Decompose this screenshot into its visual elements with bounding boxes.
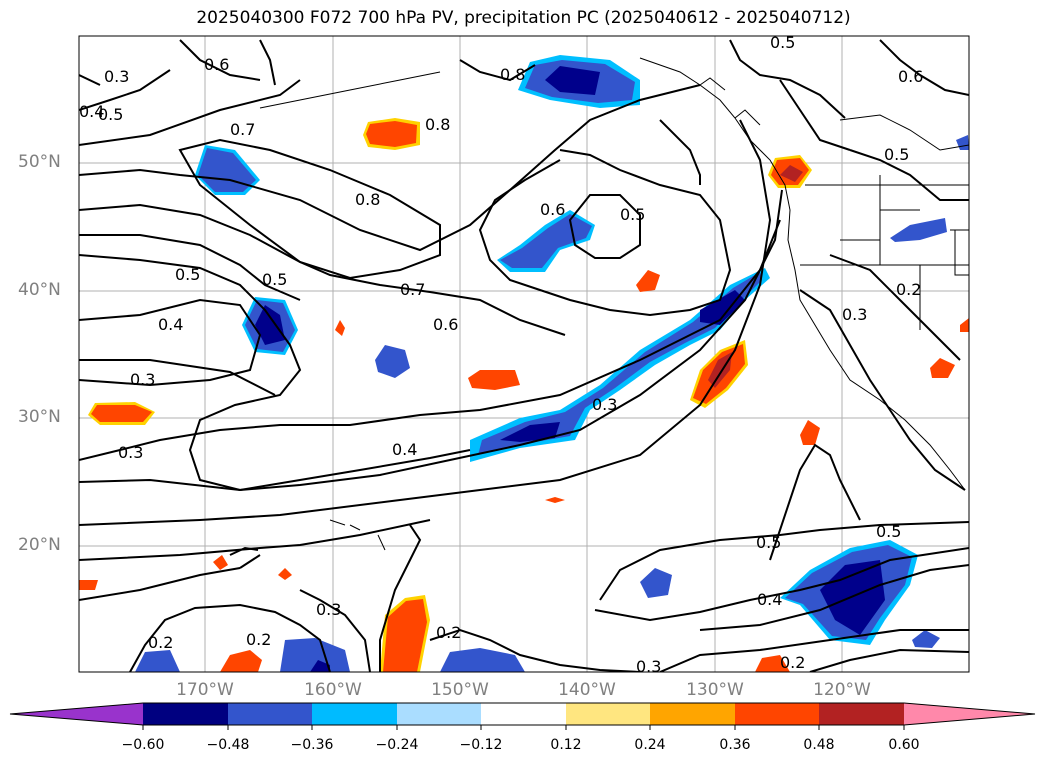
contour-label: 0.7 — [230, 120, 255, 139]
contour-label: 0.3 — [130, 370, 155, 389]
contour-label: 0.2 — [246, 630, 271, 649]
contour-label: 0.4 — [158, 315, 183, 334]
gridlines — [79, 36, 969, 672]
plot-area: 0.3 0.4 0.5 0.6 0.7 0.8 0.8 0.8 0.5 0.5 … — [79, 33, 969, 676]
lon-label: 170°W — [176, 680, 234, 700]
plot-frame — [78, 35, 970, 673]
contour-label: 0.5 — [884, 145, 909, 164]
contour-label: 0.8 — [500, 65, 525, 84]
contour-label: 0.4 — [79, 102, 104, 121]
contour-label: 0.4 — [392, 440, 417, 459]
colorbar-tick-label: 0.36 — [719, 737, 751, 753]
pv-contours — [79, 39, 969, 672]
contour-label: 0.2 — [780, 653, 805, 672]
colorbar-tick-label: 0.12 — [550, 737, 582, 753]
colorbar-tick-label: −0.24 — [375, 737, 419, 753]
colorbar-tick-label: 0.60 — [888, 737, 920, 753]
contour-label: 0.2 — [896, 280, 921, 299]
contour-label: 0.3 — [592, 395, 617, 414]
contour-label: 0.5 — [756, 533, 781, 552]
colorbar-tick-label: −0.48 — [206, 737, 250, 753]
contour-label: 0.2 — [436, 623, 461, 642]
contour-label: 0.5 — [770, 33, 795, 52]
contour-labels: 0.3 0.4 0.5 0.6 0.7 0.8 0.8 0.8 0.5 0.5 … — [79, 33, 923, 676]
colorbar-tick-label: −0.12 — [459, 737, 503, 753]
contour-label: 0.5 — [876, 522, 901, 541]
precip-band-main — [470, 268, 770, 462]
contour-label: 0.6 — [433, 315, 458, 334]
contour-label: 0.3 — [316, 600, 341, 619]
contour-label: 0.5 — [175, 265, 200, 284]
lon-label: 140°W — [558, 680, 616, 700]
contour-label: 0.5 — [262, 270, 287, 289]
map-title: 2025040300 F072 700 hPa PV, precipitatio… — [196, 8, 851, 28]
lon-label: 150°W — [431, 680, 489, 700]
contour-label: 0.7 — [400, 280, 425, 299]
contour-label: 0.2 — [148, 633, 173, 652]
colorbar — [9, 702, 1036, 730]
lat-label: 50°N — [18, 152, 61, 172]
lat-label: 20°N — [18, 535, 61, 555]
colorbar-tick-label: 0.48 — [803, 737, 835, 753]
coastlines — [259, 57, 969, 551]
colorbar-extend-high — [904, 703, 1035, 725]
contour-label: 0.8 — [355, 190, 380, 209]
contour-label: 0.6 — [204, 55, 229, 74]
contour-label: 0.5 — [98, 105, 123, 124]
contour-label: 0.3 — [636, 657, 661, 676]
contour-label: 0.3 — [842, 305, 867, 324]
colorbar-tick-label: −0.60 — [121, 737, 165, 753]
contour-label: 0.5 — [620, 205, 645, 224]
contour-label: 0.8 — [425, 115, 450, 134]
colorbar-tick-label: 0.24 — [634, 737, 666, 753]
lon-label: 130°W — [686, 680, 744, 700]
lat-label: 30°N — [18, 407, 61, 427]
lon-label: 120°W — [813, 680, 871, 700]
lon-label: 160°W — [304, 680, 362, 700]
precip-negative-areas — [135, 55, 969, 672]
contour-label: 0.4 — [757, 590, 782, 609]
colorbar-extend-low — [10, 703, 143, 725]
precip-positive-areas — [79, 118, 969, 672]
contour-label: 0.6 — [540, 200, 565, 219]
contour-label: 0.3 — [104, 67, 129, 86]
lat-label: 40°N — [18, 280, 61, 300]
contour-label: 0.6 — [898, 67, 923, 86]
contour-label: 0.3 — [118, 443, 143, 462]
colorbar-tick-label: −0.36 — [290, 737, 334, 753]
